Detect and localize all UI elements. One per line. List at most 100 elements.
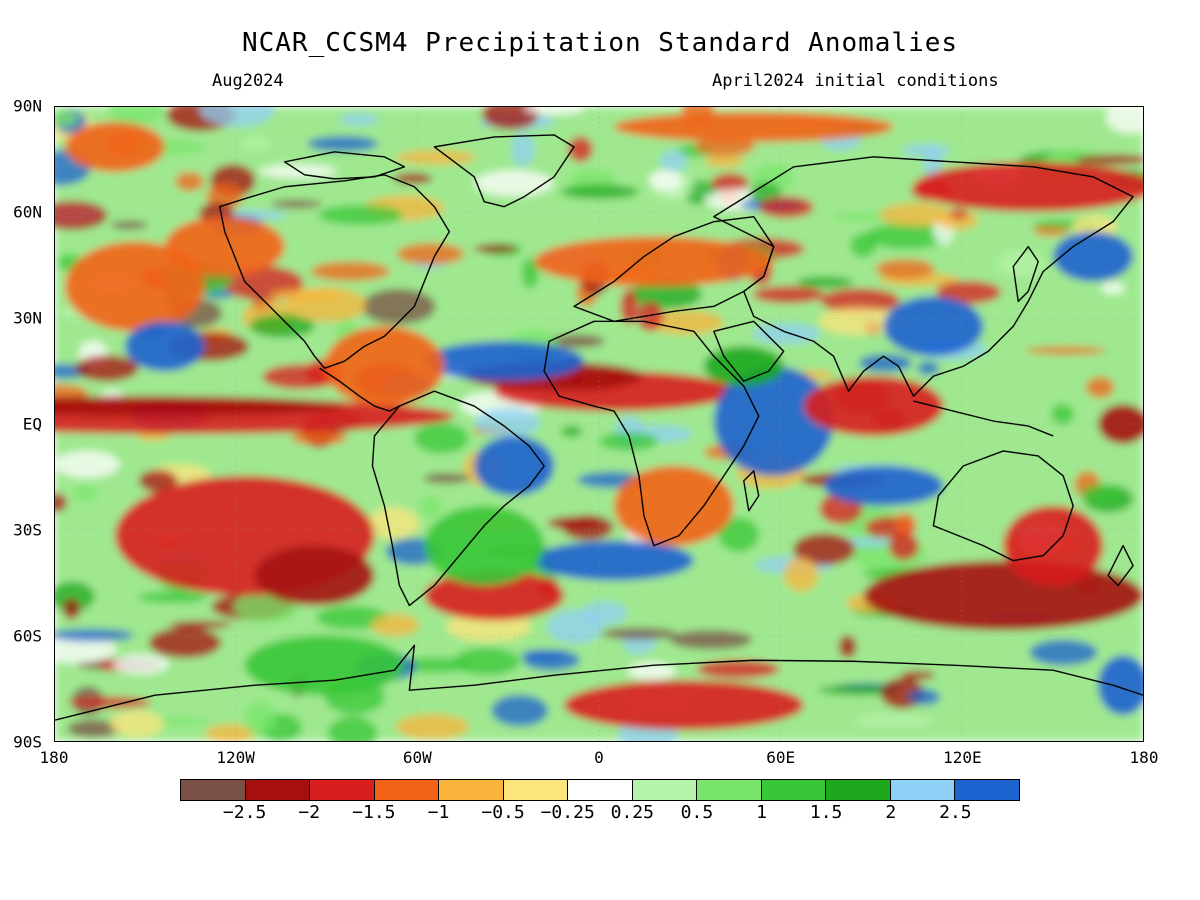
anomaly-patch [270,199,323,209]
anomaly-patch [168,620,232,629]
anomaly-patch [793,533,856,566]
anomaly-patch [524,107,584,115]
lon-label: 120E [943,748,982,767]
anomaly-patch [67,696,152,709]
anomaly-patch [453,647,520,676]
anomaly-patch [482,107,539,130]
colorbar-segment [632,780,698,800]
anomaly-patch [560,425,583,437]
colorbar-segment [826,780,891,800]
anomaly-patch [996,250,1045,277]
anomaly-patch [694,137,755,157]
anomaly-patch [205,724,256,741]
anomaly-patch [338,113,379,126]
lat-label: 60S [13,626,42,646]
anomaly-region [124,321,205,372]
anomaly-patch [659,150,688,172]
anomaly-patch [850,233,877,258]
anomaly-patch [838,635,857,659]
lon-label: 180 [1129,748,1159,767]
anomaly-region [613,465,734,546]
anomaly-patch [110,220,148,230]
coastlines [55,134,1143,721]
anomaly-patch [894,512,916,535]
anomaly-patch [752,323,820,345]
anomaly-patch [401,657,470,673]
asia-coast [713,156,1134,397]
colorbar-label: −2.5 [222,802,267,823]
anomaly-region [424,341,585,382]
anomaly-patch [697,659,780,679]
anomaly-patch [752,285,825,304]
anomaly-region [55,396,345,417]
anomaly-region [713,366,834,476]
central-america-coast [319,367,400,412]
anomaly-patch [148,627,222,658]
anomaly-patch [599,431,658,451]
lon-label: 180 [39,748,69,767]
anomaly-patch [395,714,469,740]
south-america-coast [371,390,545,607]
anomaly-patch [908,688,940,706]
colorbar-segment [374,780,440,800]
anomaly-patch [568,136,593,163]
anomaly-patch [820,288,900,313]
anomaly-patch [703,155,744,168]
colorbar-segment [181,780,246,800]
anomaly-region [164,216,285,277]
anomaly-patch [818,307,900,336]
anomaly-patch [55,493,67,513]
anomaly-patch [243,701,277,735]
lon-label: 0 [594,748,604,767]
anomaly-patch [669,630,753,650]
anomaly-patch [137,591,209,604]
colorbar-label: −0.25 [540,802,595,823]
anomaly-patch [647,310,724,335]
anomaly-patch [361,288,436,325]
madagascar-coast [743,470,760,512]
anomaly-patch [888,532,919,561]
arabia-coast [713,320,785,382]
antarctica-coast [55,644,1143,721]
anomaly-patch [796,276,854,289]
colorbar-label: −2 [298,802,321,823]
anomaly-patch [138,469,178,492]
anomaly-patch [370,613,419,637]
africa-coast [543,320,760,547]
anomaly-patch [75,355,139,382]
anomaly-region [1053,231,1134,282]
lat-label: 90N [13,96,42,116]
colorbar-segment [761,780,827,800]
lon-label: 60E [766,748,796,767]
anomaly-patch [291,430,347,445]
anomaly-patch [718,517,760,552]
anomaly-patch [901,144,951,157]
anomaly-region [424,505,545,586]
anomaly-patch [935,280,1002,304]
anomaly-patch [560,184,639,200]
anomaly-patch [55,110,78,127]
anomaly-region [1098,655,1143,716]
anomaly-patch [1050,403,1075,425]
anomaly-region [254,545,375,606]
anomaly-region [863,560,1143,631]
anomaly-patch [1076,154,1143,165]
anomaly-patch [710,173,749,194]
anomaly-patch [474,407,540,438]
anomaly-patch [1029,639,1098,666]
anomaly-patch [474,170,554,197]
anomaly-map [54,106,1144,742]
colorbar-label: −1.5 [352,802,396,823]
anomaly-patch [307,135,379,152]
colorbar-label: 1.5 [809,802,843,823]
lat-label: EQ [22,414,42,434]
anomaly-patch [1101,281,1125,295]
anomaly-region [424,570,565,621]
anomaly-patch [1081,484,1121,502]
anomaly-patch [917,361,940,376]
anomaly-patch [423,473,470,484]
anomaly-patch [547,516,600,530]
anomaly-patch [581,601,628,626]
anomaly-patch [601,627,677,640]
anomaly-region [534,236,774,287]
